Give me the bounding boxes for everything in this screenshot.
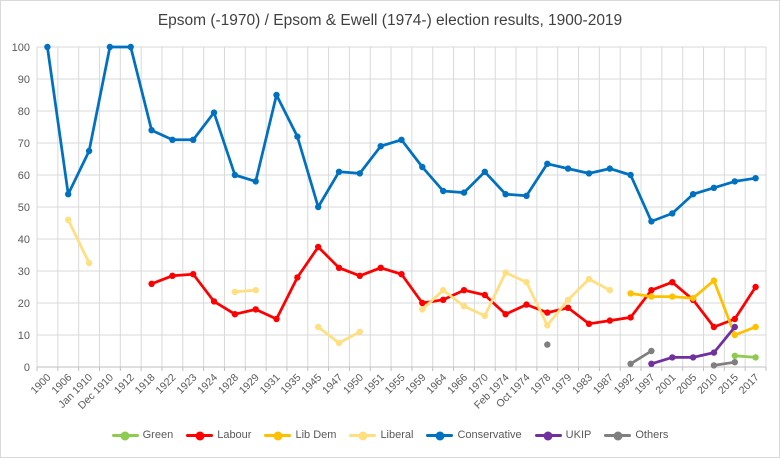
series-green-line [731,352,759,361]
legend-marker-conservative [426,431,454,440]
svg-text:2015: 2015 [716,372,741,397]
svg-text:1964: 1964 [424,372,449,397]
svg-text:1959: 1959 [403,372,428,397]
svg-text:1922: 1922 [154,372,179,397]
legend-label-others: Others [635,429,669,441]
legend-marker-dot-lib-dem [273,431,283,440]
series-lib-dem-line [627,277,759,339]
legend-label-ukip: UKIP [565,429,592,441]
svg-text:1978: 1978 [528,372,553,397]
svg-text:1935: 1935 [278,372,303,397]
svg-text:0: 0 [24,362,30,374]
legend-marker-lib-dem [264,431,292,440]
legend: Green Labour Lib Dem Liberal Conservative UKI… [0,430,780,441]
legend-marker-ukip [534,431,562,440]
svg-text:1929: 1929 [237,372,262,397]
svg-text:2017: 2017 [737,372,762,397]
legend-marker-others [604,431,632,440]
svg-text:1928: 1928 [216,372,241,397]
legend-marker-dot-labour [195,431,205,440]
svg-text:1918: 1918 [133,372,158,397]
series-conservative-line [44,43,759,225]
svg-text:1945: 1945 [299,372,324,397]
svg-text:1987: 1987 [591,372,616,397]
svg-text:1900: 1900 [29,372,54,397]
svg-text:1912: 1912 [112,372,137,397]
svg-text:1951: 1951 [362,372,387,397]
series-others-markers [544,341,738,369]
series-labour-line [148,243,759,331]
legend-item-conservative: Conservative [426,429,522,441]
legend-marker-dot-ukip [543,431,553,440]
series-liberal-line [65,216,613,347]
series-labour-markers [148,243,759,331]
svg-text:2005: 2005 [674,372,699,397]
svg-text:1979: 1979 [549,372,574,397]
gridlines [36,46,767,368]
svg-text:1950: 1950 [341,372,366,397]
chart-title: Epsom (-1970) / Epsom & Ewell (1974-) el… [158,12,622,29]
svg-text:1923: 1923 [174,372,199,397]
svg-text:1997: 1997 [633,372,658,397]
svg-text:1924: 1924 [195,372,220,397]
legend-item-lib-dem: Lib Dem [264,430,336,441]
series-ukip-line [648,323,738,367]
legend-marker-dot-conservative [435,431,445,440]
svg-text:100: 100 [12,42,30,54]
series-green-markers [731,352,759,361]
svg-text:2001: 2001 [653,372,678,397]
legend-marker-dot-liberal [358,431,368,440]
svg-text:1992: 1992 [612,372,637,397]
svg-text:80: 80 [18,106,30,118]
legend-item-ukip: UKIP [534,429,592,441]
svg-text:30: 30 [18,266,30,278]
legend-label-lib-dem: Lib Dem [295,429,337,441]
legend-label-green: Green [142,429,174,441]
legend-marker-dot-green [120,431,130,440]
legend-marker-labour [186,431,214,440]
svg-text:10: 10 [18,330,30,342]
series-conservative-markers [44,43,759,225]
series-liberal-markers [65,216,613,347]
legend-label-liberal: Liberal [380,429,414,441]
legend-label-labour: Labour [217,429,252,441]
svg-text:1966: 1966 [445,372,470,397]
svg-text:1947: 1947 [320,372,345,397]
legend-marker-green [111,431,139,440]
legend-label-conservative: Conservative [457,429,522,441]
x-axis [36,366,767,371]
svg-text:2010: 2010 [695,372,720,397]
legend-marker-dot-others [613,431,623,440]
series-lib-dem-markers [627,277,759,339]
svg-text:50: 50 [18,202,30,214]
legend-item-labour: Labour [186,430,251,441]
series-others-line [544,341,738,369]
legend-item-liberal: Liberal [349,430,413,441]
svg-text:60: 60 [18,170,30,182]
svg-text:1983: 1983 [570,372,595,397]
svg-text:40: 40 [18,234,30,246]
svg-text:90: 90 [18,74,30,86]
svg-text:20: 20 [18,298,30,310]
y-axis-tick-labels: 0 10 20 30 40 50 60 70 80 90 100 [12,42,30,374]
svg-text:1955: 1955 [383,372,408,397]
series-ukip-markers [648,323,738,367]
svg-text:1931: 1931 [258,372,283,397]
legend-item-green: Green [111,429,174,441]
legend-item-others: Others [604,430,668,441]
legend-marker-liberal [349,431,377,440]
svg-text:70: 70 [18,138,30,150]
